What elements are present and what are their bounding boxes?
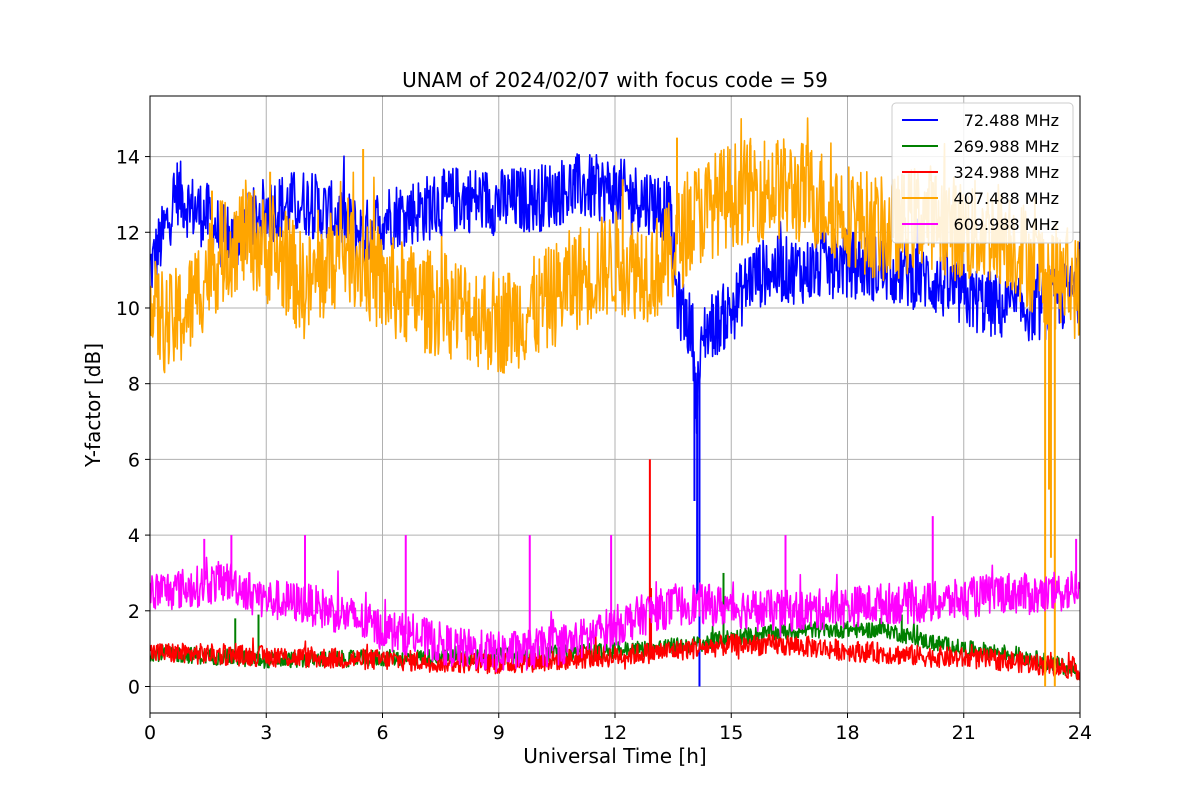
x-axis-label: Universal Time [h]	[523, 744, 706, 768]
y-tick-label: 14	[116, 147, 140, 169]
legend-label: 269.988 MHz	[954, 137, 1059, 156]
y-tick-label: 0	[128, 677, 140, 699]
x-tick-label: 12	[603, 722, 627, 744]
y-tick-label: 10	[116, 298, 140, 320]
legend-label: 609.988 MHz	[954, 215, 1059, 234]
series-line-0	[150, 153, 1080, 435]
y-axis-label: Y-factor [dB]	[81, 343, 105, 468]
x-tick-label: 9	[493, 722, 505, 744]
x-tick-label: 15	[719, 722, 743, 744]
y-tick-label: 12	[116, 222, 140, 244]
x-tick-label: 3	[260, 722, 272, 744]
legend-label: 72.488 MHz	[964, 111, 1059, 130]
legend-label: 407.488 MHz	[954, 189, 1059, 208]
y-tick-label: 8	[128, 374, 140, 396]
x-tick-label: 21	[952, 722, 976, 744]
series-line-4	[150, 556, 1080, 673]
series-layer	[150, 117, 1080, 687]
chart-title: UNAM of 2024/02/07 with focus code = 59	[402, 68, 828, 92]
x-tick-label: 24	[1068, 722, 1092, 744]
y-tick-label: 6	[128, 449, 140, 471]
legend-label: 324.988 MHz	[954, 163, 1059, 182]
legend: 72.488 MHz 269.988 MHz 324.988 MHz 407.488 …	[891, 102, 1074, 244]
y-tick-label: 2	[128, 601, 140, 623]
series-line-2	[150, 633, 1080, 681]
legend-box	[891, 102, 1074, 244]
y-tick-label: 4	[128, 525, 140, 547]
x-tick-label: 0	[144, 722, 156, 744]
x-tick-label: 18	[835, 722, 859, 744]
x-tick-label: 6	[376, 722, 388, 744]
